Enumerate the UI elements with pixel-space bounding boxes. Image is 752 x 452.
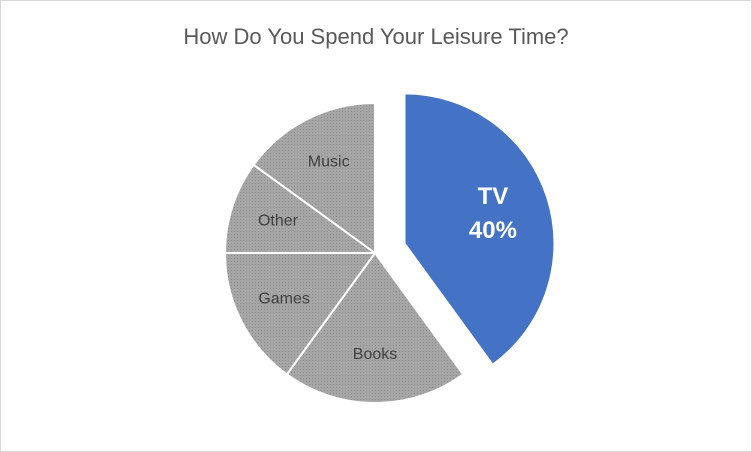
slice-label: TV: [478, 183, 509, 210]
slice-label: Books: [353, 346, 397, 363]
pie-slice: [252, 101, 376, 255]
pie-slice: [223, 252, 377, 376]
chart-title: How Do You Spend Your Leisure Time?: [183, 24, 568, 49]
pie-slice: [285, 251, 465, 404]
pie-slice: [223, 163, 379, 254]
pie-slice: [403, 92, 556, 367]
slice-label: Music: [308, 153, 350, 170]
value-label: 40%: [469, 217, 517, 244]
slice-label: Other: [258, 213, 299, 230]
slice-label: Games: [258, 291, 310, 308]
